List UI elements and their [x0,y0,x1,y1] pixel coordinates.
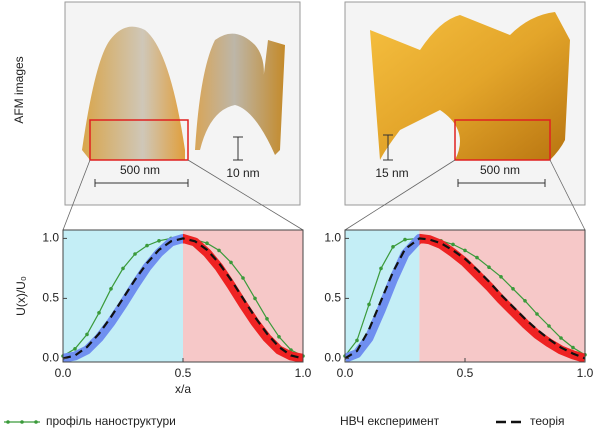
y-axis-label: U(x)/U₀ [14,276,28,316]
profile-point [511,287,515,291]
x-axis-label: x/a [175,382,191,396]
profile-point [73,347,77,351]
x-tick-label: 1.0 [577,366,594,380]
y-tick-label: 0.5 [324,291,341,305]
profile-point [253,297,257,301]
afm-right: 500 nm 15 nm [345,2,585,205]
profile-point [403,238,407,242]
profile-point [499,275,503,279]
profile-point [367,303,371,307]
afm-left: 500 nm 10 nm [65,2,300,205]
profile-point [277,335,281,339]
profile-point [451,243,455,247]
legend-swatch-point [34,420,38,424]
scale-label: 500 nm [120,163,160,177]
profile-point [121,267,125,271]
y-tick-label: 1.0 [324,231,341,245]
profile-point [523,299,527,303]
profile-point [145,244,149,248]
profile-point [85,333,89,337]
profile-point [391,245,395,249]
legend-label: профіль наноструктури [46,414,176,428]
profile-point [133,252,137,256]
afm-label: AFM images [12,56,26,123]
profile-point [535,312,539,316]
profile-point [463,249,467,253]
x-tick-label: 0.0 [337,366,354,380]
profile-point [571,346,575,350]
profile-point [109,287,113,291]
profile-point [265,317,269,321]
legend-swatch-point [20,420,24,424]
y-tick-label: 0.0 [42,351,59,365]
profile-point [217,249,221,253]
profile-point [559,336,563,340]
profile-point [205,241,209,245]
profile-point [97,311,101,315]
profile-point [241,276,245,280]
y-tick-label: 1.0 [42,231,59,245]
y-tick-label: 0.5 [42,291,59,305]
legend-label: теорія [530,414,565,428]
profile-point [157,239,161,243]
height-label: 15 nm [375,166,408,180]
figure: AFM images 500 nm 10 nm 500 nm 15 nm 0.0… [0,0,600,435]
profile-point [379,267,383,271]
profile-point [475,256,479,260]
x-tick-label: 0.5 [175,366,192,380]
profile-point [547,324,551,328]
x-tick-label: 1.0 [295,366,312,380]
legend-swatch-point [6,420,10,424]
x-tick-label: 0.0 [55,366,72,380]
y-tick-label: 0.0 [324,351,341,365]
scale-label: 500 nm [480,163,520,177]
x-tick-label: 0.5 [457,366,474,380]
legend-label: НВЧ експеримент [340,414,440,428]
profile-point [355,339,359,343]
height-label: 10 nm [226,166,259,180]
profile-point [487,265,491,269]
profile-point [229,261,233,265]
